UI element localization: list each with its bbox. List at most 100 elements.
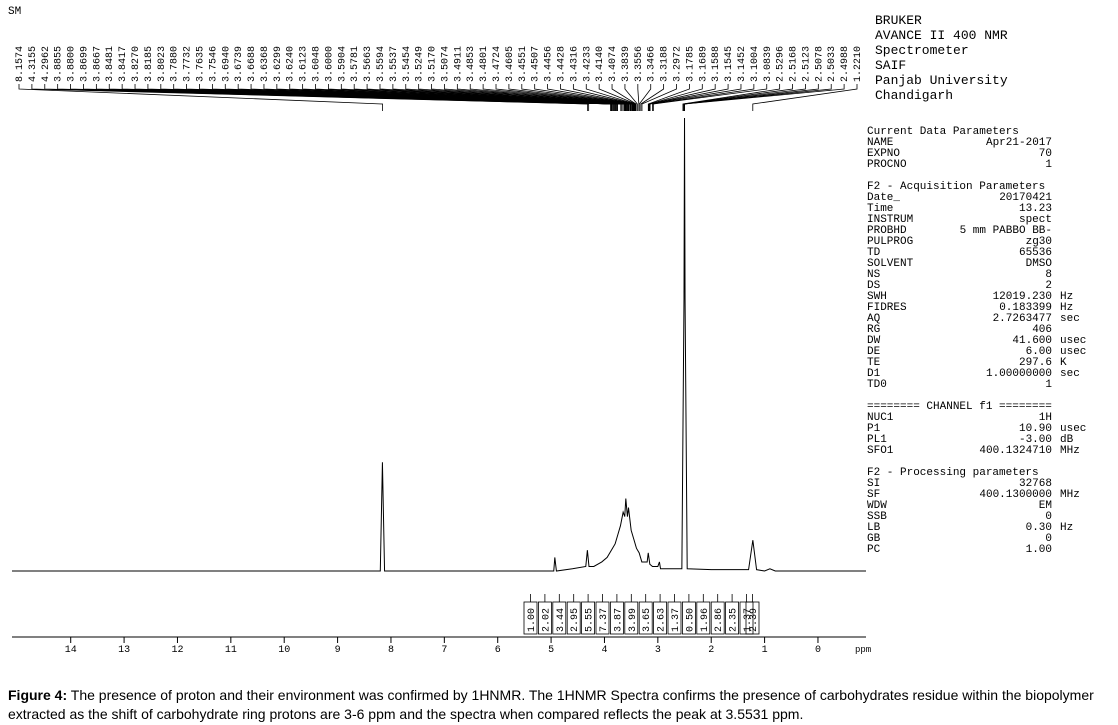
peak-label: 3.4074 xyxy=(608,46,619,82)
parameter-value: 8 xyxy=(1045,269,1052,281)
peak-label: 3.8417 xyxy=(118,46,129,82)
parameter-key: SOLVENT xyxy=(867,258,914,270)
peak-label: 3.4140 xyxy=(595,46,606,82)
peak-label: 3.0839 xyxy=(763,46,774,82)
parameter-value: 297.6 xyxy=(1019,357,1052,369)
peak-label: 2.5168 xyxy=(789,46,800,82)
parameter-unit: Hz xyxy=(1060,302,1073,314)
parameter-unit: Hz xyxy=(1060,522,1073,534)
peak-label: 3.8855 xyxy=(54,46,65,82)
parameter-value: 13.23 xyxy=(1019,203,1052,215)
parameter-key: AQ xyxy=(867,313,881,325)
peak-leader xyxy=(641,84,677,111)
spectrum-line xyxy=(12,117,866,572)
parameter-value: 0 xyxy=(1045,511,1052,523)
parameter-value: 400.1324710 xyxy=(979,445,1052,457)
integral-label: 0.50 xyxy=(685,608,696,632)
x-tick-label: 9 xyxy=(335,645,341,656)
x-tick-label: 14 xyxy=(65,645,77,656)
peak-label: 3.7546 xyxy=(208,46,219,82)
caption: Figure 4: The presence of proton and the… xyxy=(8,686,1116,724)
peak-leader xyxy=(652,84,768,111)
peak-leader xyxy=(431,84,631,111)
peak-leader xyxy=(647,84,690,111)
x-tick-label: 6 xyxy=(495,645,501,656)
x-axis-label: ppm xyxy=(855,645,871,655)
x-tick-label: 11 xyxy=(225,645,237,656)
peak-label: 3.8185 xyxy=(144,46,155,82)
integral-label: 1.00 xyxy=(527,608,538,632)
parameter-key: Date_ xyxy=(867,192,900,204)
peak-label: 2.5296 xyxy=(776,46,787,82)
peak-label: 3.5537 xyxy=(389,46,400,82)
integral-label: 1.37 xyxy=(671,608,682,632)
integral-label: 2.86 xyxy=(714,608,725,632)
peak-label: 3.2972 xyxy=(673,46,684,82)
integral-label: 3.65 xyxy=(642,608,653,632)
parameter-key: RG xyxy=(867,324,880,336)
peak-label: 3.7880 xyxy=(170,46,181,82)
parameter-unit: sec xyxy=(1060,313,1080,325)
parameter-value: 10.90 xyxy=(1019,423,1052,435)
peak-leader xyxy=(638,84,652,111)
parameter-key: NS xyxy=(867,269,881,281)
instrument-line: AVANCE II 400 NMR xyxy=(875,28,1008,43)
peak-label: 3.3839 xyxy=(621,46,632,82)
integral-label: 2.02 xyxy=(541,608,552,632)
peak-leader xyxy=(572,84,636,111)
peak-label: 3.1785 xyxy=(685,46,696,82)
integral-label: 2.39 xyxy=(749,608,760,632)
peak-leader xyxy=(684,84,845,111)
parameter-value: 406 xyxy=(1032,324,1052,336)
peak-label: 3.3466 xyxy=(647,46,658,82)
peak-leader xyxy=(495,84,634,111)
peak-leader xyxy=(649,84,729,111)
peak-label: 3.1545 xyxy=(724,46,735,82)
peak-label: 3.6123 xyxy=(299,46,310,82)
parameter-value: 0.30 xyxy=(1026,522,1052,534)
peak-leader xyxy=(18,84,383,111)
parameter-value: 400.1300000 xyxy=(979,489,1052,501)
peak-label: 3.6000 xyxy=(324,46,335,82)
peak-label: 3.4724 xyxy=(492,46,503,82)
parameter-key: EXPNO xyxy=(867,148,900,160)
peak-label: 3.4428 xyxy=(556,46,567,82)
instrument-line: SAIF xyxy=(875,58,906,73)
peak-label: 3.5663 xyxy=(363,46,374,82)
peak-label: 3.4801 xyxy=(479,46,490,82)
parameter-key: TD xyxy=(867,247,881,259)
peak-leader xyxy=(405,84,630,111)
peak-label: 2.5123 xyxy=(801,46,812,82)
parameter-unit: usec xyxy=(1060,335,1086,347)
parameter-key: DE xyxy=(867,346,881,358)
peak-leader xyxy=(560,84,635,111)
parameter-value: -3.00 xyxy=(1019,434,1052,446)
peak-label: 4.3155 xyxy=(28,46,39,82)
parameter-key: INSTRUM xyxy=(867,214,913,226)
parameter-value: 0.183399 xyxy=(999,302,1052,314)
x-tick-label: 10 xyxy=(278,645,290,656)
instrument-line: BRUKER xyxy=(875,13,922,28)
x-tick-label: 2 xyxy=(708,645,714,656)
parameter-value: 70 xyxy=(1039,148,1052,160)
caption-text: The presence of proton and their environ… xyxy=(8,687,1094,722)
peak-label: 3.3188 xyxy=(660,46,671,82)
peak-label: 3.6739 xyxy=(234,46,245,82)
parameter-unit: usec xyxy=(1060,346,1086,358)
parameter-value: 2.7263477 xyxy=(993,313,1052,325)
peak-label: 3.4233 xyxy=(582,46,593,82)
peak-label: 3.6299 xyxy=(273,46,284,82)
parameter-key: NAME xyxy=(867,137,894,149)
parameter-value: 20170421 xyxy=(999,192,1052,204)
peak-label: 3.4551 xyxy=(518,46,529,82)
peak-label: 3.6368 xyxy=(260,46,271,82)
parameter-section-title: Current Data Parameters xyxy=(867,126,1019,138)
parameter-value: 0 xyxy=(1045,533,1052,545)
peak-label: 3.8800 xyxy=(67,46,78,82)
peak-leader xyxy=(585,84,636,111)
parameter-unit: usec xyxy=(1060,423,1086,435)
parameter-key: TE xyxy=(867,357,881,369)
peak-leader xyxy=(44,84,590,111)
peak-leader xyxy=(637,84,640,111)
integral-label: 3.87 xyxy=(613,608,624,632)
